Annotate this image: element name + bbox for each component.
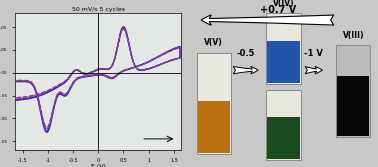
Bar	[266, 90, 301, 160]
Text: V(IV): V(IV)	[273, 0, 294, 8]
Bar	[337, 76, 369, 136]
Bar	[336, 45, 370, 137]
Bar	[268, 41, 299, 83]
Text: V(III): V(III)	[343, 31, 364, 40]
Bar	[266, 13, 301, 84]
Text: V(V): V(V)	[204, 38, 223, 47]
Bar	[268, 117, 299, 159]
Text: -0.5: -0.5	[237, 49, 255, 58]
X-axis label: E (V): E (V)	[91, 164, 106, 167]
Bar	[197, 101, 229, 153]
Text: +0.7 V: +0.7 V	[260, 5, 296, 15]
Text: -1 V: -1 V	[304, 49, 323, 58]
Bar	[197, 53, 231, 154]
Title: 50 mV/s 5 cycles: 50 mV/s 5 cycles	[72, 7, 125, 12]
